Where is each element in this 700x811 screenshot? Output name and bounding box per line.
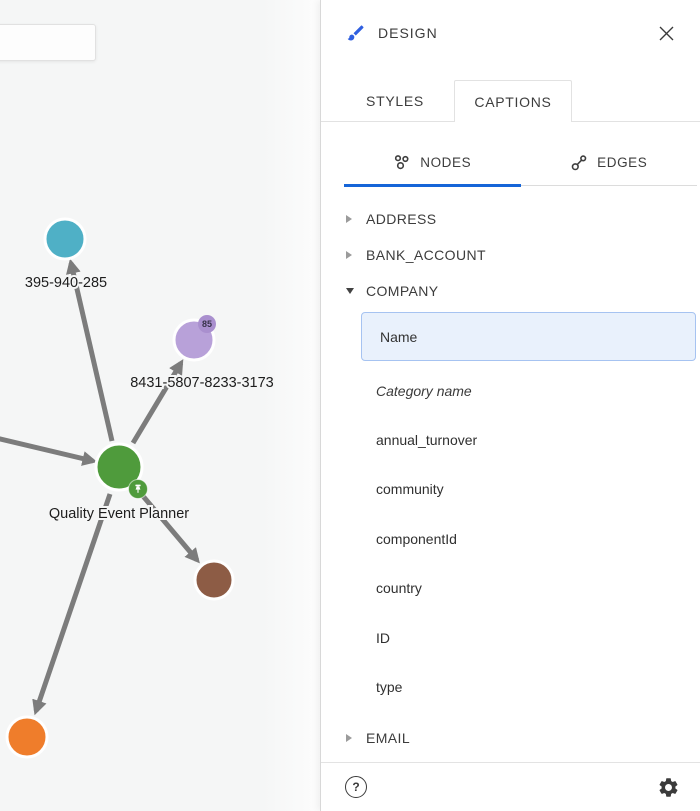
card-node[interactable]: 85 — [172, 315, 216, 362]
caret-right-icon — [346, 733, 360, 742]
count-badge — [198, 315, 216, 333]
panel-header: DESIGN — [321, 0, 700, 66]
subtab-nodes[interactable]: NODES — [344, 140, 521, 187]
caption-option[interactable]: Category name — [376, 382, 472, 399]
caption-style-tabs: STYLES CAPTIONS — [321, 80, 700, 122]
brown-node[interactable] — [193, 559, 235, 601]
panel-title: DESIGN — [378, 25, 438, 41]
caret-right-icon — [346, 215, 360, 223]
graph-edges — [0, 258, 200, 716]
panel-footer: ? — [321, 762, 700, 811]
subtab-nodes-label: NODES — [420, 155, 472, 170]
caption-option[interactable]: componentId — [376, 530, 457, 547]
section-label: EMAIL — [366, 729, 411, 746]
caption-option[interactable]: community — [376, 481, 444, 498]
tab-styles[interactable]: STYLES — [366, 92, 424, 109]
node-caption: 395-940-285 — [25, 275, 107, 291]
orange-node[interactable] — [5, 715, 49, 759]
caret-down-icon — [346, 288, 360, 294]
tab-captions[interactable]: CAPTIONS — [454, 80, 572, 122]
section-label: ADDRESS — [366, 211, 437, 227]
node-caption: 8431-5807-8233-3173 — [130, 375, 274, 391]
settings-icon[interactable] — [657, 776, 680, 799]
section-label: BANK_ACCOUNT — [366, 247, 486, 263]
pin-icon — [128, 479, 148, 499]
caption-sections-list: ADDRESS BANK_ACCOUNT COMPANY Name Category n… — [321, 201, 700, 756]
svg-text:85: 85 — [202, 319, 212, 329]
close-icon[interactable] — [654, 21, 678, 45]
caret-right-icon — [346, 251, 360, 259]
node-caption: Quality Event Planner — [49, 506, 189, 522]
caption-option[interactable]: country — [376, 580, 422, 597]
nodes-icon — [393, 154, 411, 172]
nodes-edges-subtabs: NODES EDGES — [344, 140, 698, 187]
help-icon[interactable]: ? — [345, 776, 367, 798]
caption-option[interactable]: ID — [376, 629, 390, 646]
phone-node[interactable] — [43, 217, 87, 261]
subtab-edges[interactable]: EDGES — [521, 140, 698, 185]
caption-option[interactable]: type — [376, 679, 403, 696]
paintbrush-icon — [346, 23, 366, 43]
company-node[interactable] — [94, 442, 148, 499]
caption-option[interactable]: annual_turnover — [376, 432, 478, 449]
subtab-edges-label: EDGES — [597, 155, 648, 170]
graph-canvas[interactable]: 85 395-940-285 8431-5807-8233-3173 Quality… — [0, 0, 320, 811]
graph-nodes[interactable]: 85 — [5, 217, 235, 759]
edges-icon — [570, 154, 588, 172]
section-email[interactable]: EMAIL — [321, 720, 700, 756]
graph-svg[interactable]: 85 395-940-285 8431-5807-8233-3173 Quality… — [0, 0, 320, 811]
canvas-input-box[interactable] — [0, 24, 96, 61]
graph-labels: 395-940-285 8431-5807-8233-3173 Quality Ev… — [23, 273, 276, 524]
design-panel: DESIGN STYLES CAPTIONS — [320, 0, 700, 811]
section-label: COMPANY — [366, 283, 439, 299]
section-bank_account[interactable]: BANK_ACCOUNT — [321, 237, 700, 273]
section-address[interactable]: ADDRESS — [321, 201, 700, 237]
section-company[interactable]: COMPANY — [321, 273, 700, 309]
caption-option-selected[interactable]: Name — [361, 312, 696, 361]
